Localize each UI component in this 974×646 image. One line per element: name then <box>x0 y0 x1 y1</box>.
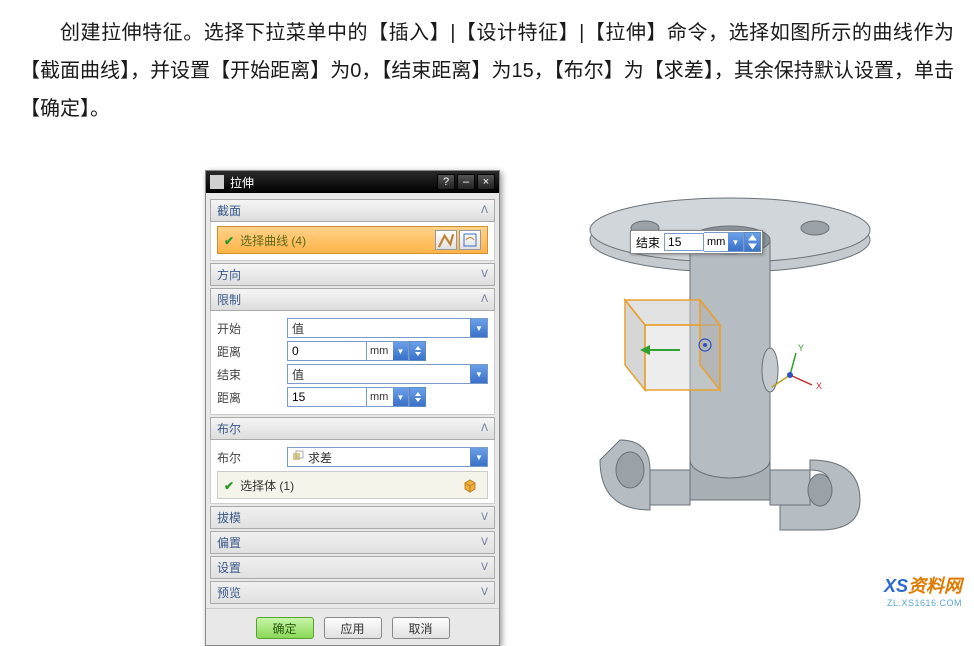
end-mode-combo[interactable]: 值 ▼ <box>287 364 488 384</box>
subtract-icon <box>292 450 304 465</box>
boolean-header: 布尔 <box>217 420 241 437</box>
watermark-url: ZL.XS1616.COM <box>884 598 962 608</box>
boolean-value: 求差 <box>308 449 332 466</box>
section-header-section[interactable]: 截面 ᐱ <box>210 199 495 222</box>
section-content-section: ✔ 选择曲线 (4) <box>210 222 495 261</box>
dropdown-icon: ▼ <box>470 319 487 337</box>
curve-rule-button[interactable] <box>435 230 457 250</box>
section-header-settings[interactable]: 设置 ᐯ <box>210 556 495 579</box>
section-content-limit: 开始 值 ▼ 距离 mm ▼ <box>210 311 495 415</box>
end-mode-value: 值 <box>292 366 304 383</box>
end-distance-stepper[interactable] <box>409 387 426 407</box>
watermark: XS资料网 ZL.XS1616.COM <box>884 572 962 608</box>
watermark-xs: XS <box>884 576 908 596</box>
end-annotation-stepper[interactable] <box>744 232 761 252</box>
dialog-title: 拉伸 <box>230 174 437 191</box>
limit-label: 限制 <box>217 291 241 308</box>
section-header-boolean[interactable]: 布尔 ᐱ <box>210 417 495 440</box>
part-model-svg: X Y <box>530 170 930 550</box>
svg-text:Y: Y <box>798 343 804 353</box>
check-icon: ✔ <box>224 234 234 248</box>
section-header-limit[interactable]: 限制 ᐱ <box>210 288 495 311</box>
end-annotation-unit[interactable]: mm ▼ <box>704 232 744 252</box>
end-annotation-input[interactable] <box>664 233 704 251</box>
end-unit-value: mm <box>370 391 388 403</box>
select-curve-label: 选择曲线 (4) <box>240 234 306 248</box>
dropdown-icon: ▼ <box>393 388 408 406</box>
body-icon <box>459 475 481 495</box>
apply-button[interactable]: 应用 <box>324 617 382 639</box>
select-curve-row[interactable]: ✔ 选择曲线 (4) <box>217 226 488 254</box>
start-unit-combo[interactable]: mm ▼ <box>367 341 409 361</box>
model-viewport[interactable]: X Y 结束 mm ▼ <box>530 170 930 550</box>
end-annotation-label: 结束 <box>632 234 664 251</box>
section-header-preview[interactable]: 预览 ᐯ <box>210 581 495 604</box>
select-body-row[interactable]: ✔ 选择体 (1) <box>217 471 488 499</box>
end-distance-label: 距离 <box>217 389 287 406</box>
draft-label: 拔模 <box>217 509 241 526</box>
close-button[interactable]: × <box>477 174 495 190</box>
start-mode-value: 值 <box>292 320 304 337</box>
dropdown-icon: ▼ <box>728 233 743 251</box>
dialog-body: 截面 ᐱ ✔ 选择曲线 (4) 方向 <box>206 193 499 608</box>
boolean-label: 布尔 <box>217 449 287 466</box>
settings-label: 设置 <box>217 559 241 576</box>
cancel-button[interactable]: 取消 <box>392 617 450 639</box>
chevron-down-icon: ᐯ <box>481 269 488 280</box>
end-label: 结束 <box>217 366 287 383</box>
section-header-draft[interactable]: 拔模 ᐯ <box>210 506 495 529</box>
start-distance-input[interactable] <box>287 341 367 361</box>
section-label: 截面 <box>217 202 241 219</box>
section-header-direction[interactable]: 方向 ᐯ <box>210 263 495 286</box>
start-mode-combo[interactable]: 值 ▼ <box>287 318 488 338</box>
start-distance-stepper[interactable] <box>409 341 426 361</box>
instruction-paragraph: 创建拉伸特征。选择下拉菜单中的【插入】|【设计特征】|【拉伸】命令，选择如图所示… <box>0 0 974 136</box>
start-label: 开始 <box>217 320 287 337</box>
ok-button[interactable]: 确定 <box>256 617 314 639</box>
dialog-button-bar: 确定 应用 取消 <box>206 608 499 645</box>
section-header-offset[interactable]: 偏置 ᐯ <box>210 531 495 554</box>
dropdown-icon: ▼ <box>393 342 408 360</box>
sketch-section-button[interactable] <box>459 230 481 250</box>
main-content: 拉伸 ? – × 截面 ᐱ ✔ 选择曲线 (4) <box>205 170 930 646</box>
chevron-down-icon: ᐯ <box>481 537 488 548</box>
preview-label: 预览 <box>217 584 241 601</box>
end-distance-input[interactable] <box>287 387 367 407</box>
chevron-up-icon: ᐱ <box>481 205 488 216</box>
chevron-up-icon: ᐱ <box>481 423 488 434</box>
section-content-boolean: 布尔 求差 ▼ ✔ 选择体 (1) <box>210 440 495 504</box>
minimize-button[interactable]: – <box>457 174 475 190</box>
chevron-up-icon: ᐱ <box>481 294 488 305</box>
select-body-label: 选择体 (1) <box>240 479 294 493</box>
start-unit-value: mm <box>370 345 388 357</box>
chevron-down-icon: ᐯ <box>481 562 488 573</box>
end-unit-combo[interactable]: mm ▼ <box>367 387 409 407</box>
offset-label: 偏置 <box>217 534 241 551</box>
watermark-zl: 资料网 <box>908 576 962 596</box>
end-annotation[interactable]: 结束 mm ▼ <box>630 230 763 254</box>
check-icon: ✔ <box>224 479 234 493</box>
start-distance-label: 距离 <box>217 343 287 360</box>
boolean-combo[interactable]: 求差 ▼ <box>287 447 488 467</box>
end-annotation-unit-value: mm <box>707 236 725 248</box>
direction-label: 方向 <box>217 266 241 283</box>
svg-text:X: X <box>816 381 822 391</box>
dialog-titlebar[interactable]: 拉伸 ? – × <box>206 171 499 193</box>
dropdown-icon: ▼ <box>470 365 487 383</box>
help-button[interactable]: ? <box>437 174 455 190</box>
chevron-down-icon: ᐯ <box>481 587 488 598</box>
dialog-icon <box>210 175 224 189</box>
chevron-down-icon: ᐯ <box>481 512 488 523</box>
extrude-dialog: 拉伸 ? – × 截面 ᐱ ✔ 选择曲线 (4) <box>205 170 500 646</box>
dropdown-icon: ▼ <box>470 448 487 466</box>
